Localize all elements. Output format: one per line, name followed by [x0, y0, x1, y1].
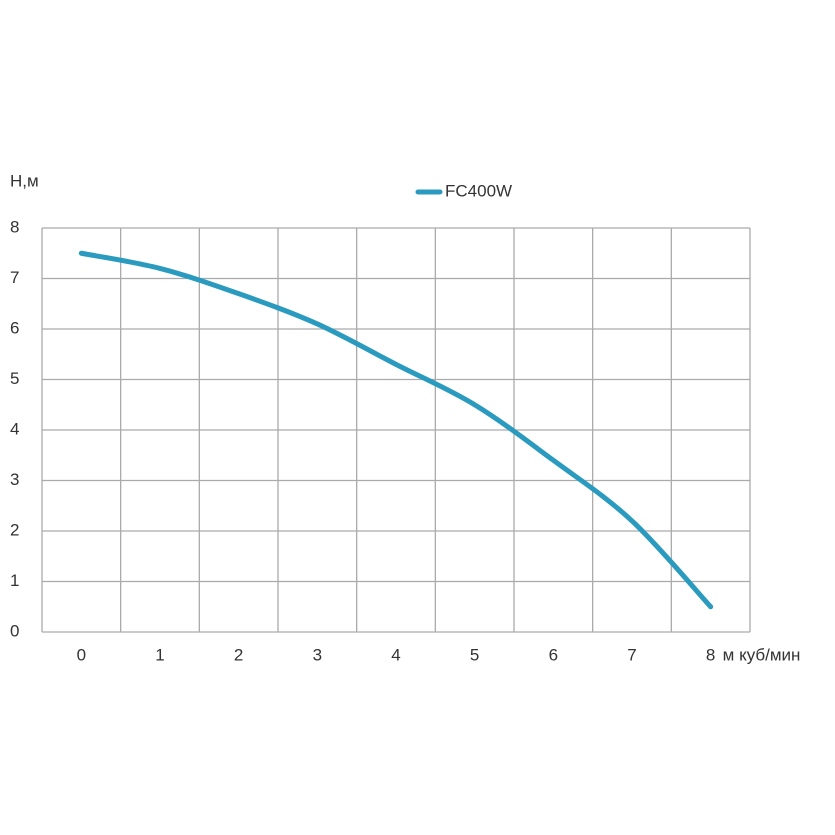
- y-tick-label: 2: [10, 520, 19, 539]
- y-tick-label: 1: [10, 571, 19, 590]
- y-tick-label: 4: [10, 419, 19, 438]
- x-tick-label: 2: [234, 645, 243, 664]
- x-tick-label: 4: [391, 645, 400, 664]
- x-tick-label: 8: [706, 645, 715, 664]
- x-tick-label: 6: [549, 645, 558, 664]
- y-tick-label: 5: [10, 369, 19, 388]
- x-tick-label: 1: [155, 645, 164, 664]
- x-tick-label: 5: [470, 645, 479, 664]
- y-tick-label: 6: [10, 318, 19, 337]
- y-tick-label: 8: [10, 217, 19, 236]
- y-axis-label: Н,м: [10, 171, 39, 190]
- line: [78, 250, 714, 610]
- y-tick-label: 7: [10, 268, 19, 287]
- x-tick-label: 7: [627, 645, 636, 664]
- x-tick-label: 0: [77, 645, 86, 664]
- y-tick-label: 0: [10, 621, 19, 640]
- x-tick-label: 3: [313, 645, 322, 664]
- y-tick-label: 3: [10, 470, 19, 489]
- x-axis-label: м куб/мин: [723, 645, 801, 664]
- legend-label: FC400W: [445, 181, 512, 200]
